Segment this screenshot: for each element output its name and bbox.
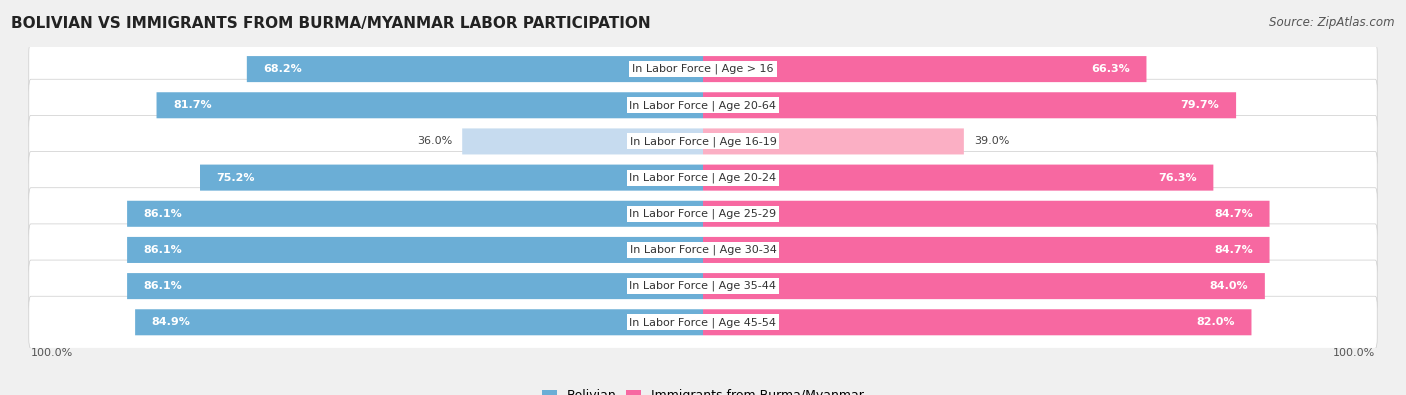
- FancyBboxPatch shape: [703, 273, 1265, 299]
- Text: Source: ZipAtlas.com: Source: ZipAtlas.com: [1270, 16, 1395, 29]
- Text: In Labor Force | Age 16-19: In Labor Force | Age 16-19: [630, 136, 776, 147]
- Text: 86.1%: 86.1%: [143, 209, 183, 219]
- Text: 84.7%: 84.7%: [1213, 245, 1253, 255]
- FancyBboxPatch shape: [28, 43, 1378, 95]
- FancyBboxPatch shape: [127, 237, 703, 263]
- FancyBboxPatch shape: [28, 152, 1378, 204]
- Text: 66.3%: 66.3%: [1091, 64, 1130, 74]
- Text: 79.7%: 79.7%: [1181, 100, 1219, 110]
- FancyBboxPatch shape: [247, 56, 703, 82]
- FancyBboxPatch shape: [703, 56, 1146, 82]
- FancyBboxPatch shape: [703, 237, 1270, 263]
- FancyBboxPatch shape: [28, 224, 1378, 276]
- FancyBboxPatch shape: [127, 273, 703, 299]
- Text: In Labor Force | Age > 16: In Labor Force | Age > 16: [633, 64, 773, 74]
- FancyBboxPatch shape: [703, 92, 1236, 118]
- FancyBboxPatch shape: [135, 309, 703, 335]
- FancyBboxPatch shape: [28, 296, 1378, 348]
- Text: 76.3%: 76.3%: [1159, 173, 1197, 182]
- FancyBboxPatch shape: [703, 309, 1251, 335]
- FancyBboxPatch shape: [28, 188, 1378, 240]
- Text: In Labor Force | Age 45-54: In Labor Force | Age 45-54: [630, 317, 776, 327]
- FancyBboxPatch shape: [28, 79, 1378, 131]
- Text: In Labor Force | Age 35-44: In Labor Force | Age 35-44: [630, 281, 776, 292]
- Text: In Labor Force | Age 30-34: In Labor Force | Age 30-34: [630, 245, 776, 255]
- Text: 100.0%: 100.0%: [1333, 348, 1375, 358]
- Text: 100.0%: 100.0%: [31, 348, 73, 358]
- FancyBboxPatch shape: [28, 115, 1378, 167]
- Text: 75.2%: 75.2%: [217, 173, 256, 182]
- FancyBboxPatch shape: [28, 260, 1378, 312]
- Text: In Labor Force | Age 20-24: In Labor Force | Age 20-24: [630, 172, 776, 183]
- Text: In Labor Force | Age 20-64: In Labor Force | Age 20-64: [630, 100, 776, 111]
- FancyBboxPatch shape: [703, 128, 965, 154]
- Legend: Bolivian, Immigrants from Burma/Myanmar: Bolivian, Immigrants from Burma/Myanmar: [537, 384, 869, 395]
- FancyBboxPatch shape: [200, 165, 703, 191]
- FancyBboxPatch shape: [703, 165, 1213, 191]
- Text: 86.1%: 86.1%: [143, 281, 183, 291]
- FancyBboxPatch shape: [127, 201, 703, 227]
- Text: 39.0%: 39.0%: [974, 136, 1010, 147]
- Text: 84.7%: 84.7%: [1213, 209, 1253, 219]
- Text: 82.0%: 82.0%: [1197, 317, 1234, 327]
- Text: 68.2%: 68.2%: [263, 64, 302, 74]
- FancyBboxPatch shape: [703, 201, 1270, 227]
- Text: 84.0%: 84.0%: [1209, 281, 1249, 291]
- Text: 84.9%: 84.9%: [152, 317, 191, 327]
- FancyBboxPatch shape: [463, 128, 703, 154]
- Text: BOLIVIAN VS IMMIGRANTS FROM BURMA/MYANMAR LABOR PARTICIPATION: BOLIVIAN VS IMMIGRANTS FROM BURMA/MYANMA…: [11, 16, 651, 31]
- Text: 36.0%: 36.0%: [418, 136, 453, 147]
- FancyBboxPatch shape: [156, 92, 703, 118]
- Text: 81.7%: 81.7%: [173, 100, 212, 110]
- Text: In Labor Force | Age 25-29: In Labor Force | Age 25-29: [630, 209, 776, 219]
- Text: 86.1%: 86.1%: [143, 245, 183, 255]
